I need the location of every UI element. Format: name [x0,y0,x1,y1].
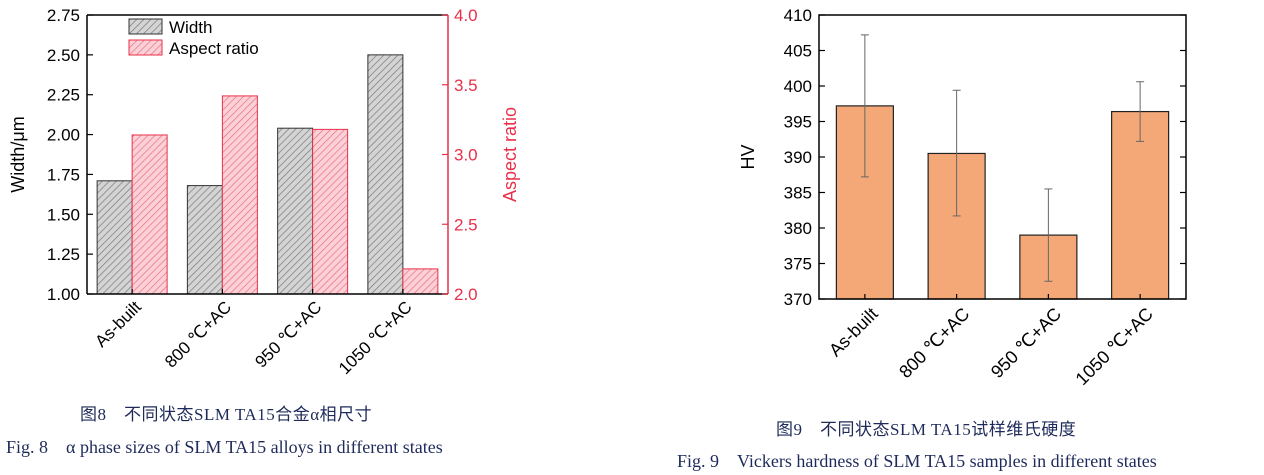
figure-9-caption-en: Fig. 9 Vickers hardness of SLM TA15 samp… [677,451,1157,471]
figure-8-chart: 1.00 1.25 1.50 1.75 2.00 2.25 2.50 2.75 2.0 2.5 3.… [8,6,520,378]
y-tick-label: 380 [784,219,812,238]
y-tick-label: 410 [784,6,812,25]
right-tick-label: 3.0 [454,146,478,165]
left-tick-label: 2.50 [47,46,80,65]
bar-aspect-ratio-2 [312,128,349,295]
figure-8-caption-zh: 图8 不同状态SLM TA15合金α相尺寸 [80,405,373,424]
x-tick-label: 1050 ℃+AC [1072,304,1157,389]
y-tick-label: 375 [784,255,812,274]
right-tick-label: 4.0 [454,6,478,25]
legend-label-width: Width [169,18,212,37]
figure-9-chart: 370 375 380 385 390 395 400 405 410 As-built 800 ℃… [738,6,1187,389]
y-tick-label: 395 [784,113,812,132]
left-tick-label: 2.75 [47,6,80,25]
left-tick-label: 1.75 [47,165,80,184]
bar-width-0 [96,180,133,295]
x-tick-label: As-built [825,304,882,361]
legend-label-aspect-ratio: Aspect ratio [169,39,259,58]
y-tick-label: 370 [784,290,812,309]
left-tick-label: 1.25 [47,245,80,264]
right-tick-label: 3.5 [454,76,478,95]
figure-9-caption-zh: 图9 不同状态SLM TA15试样维氏硬度 [776,420,1077,439]
y-tick-label: 390 [784,148,812,167]
legend-swatch-width [128,18,163,35]
bar-aspect-ratio-1 [221,95,258,295]
left-tick-label: 2.00 [47,126,80,145]
left-tick-label: 2.25 [47,86,80,105]
y-tick-label: 405 [784,42,812,61]
y-tick-label: 400 [784,77,812,96]
left-tick-label: 1.00 [47,285,80,304]
right-tick-label: 2.5 [454,215,478,234]
y-tick-label: 385 [784,184,812,203]
legend-swatch-aspect-ratio [128,39,163,56]
bar-width-1 [186,185,223,295]
y-axis-label: HV [738,144,758,169]
y2-axis-label: Aspect ratio [500,107,520,202]
x-tick-label: 800 ℃+AC [895,304,973,382]
x-tick-label: 950 ℃+AC [987,304,1065,382]
bar-aspect-ratio-0 [131,134,168,295]
right-tick-label: 2.0 [454,285,478,304]
y-axis-label: Width/μm [8,116,28,192]
bar-aspect-ratio-3 [402,268,439,295]
left-tick-label: 1.50 [47,205,80,224]
figure-8-caption-en: Fig. 8 α phase sizes of SLM TA15 alloys … [6,437,443,457]
